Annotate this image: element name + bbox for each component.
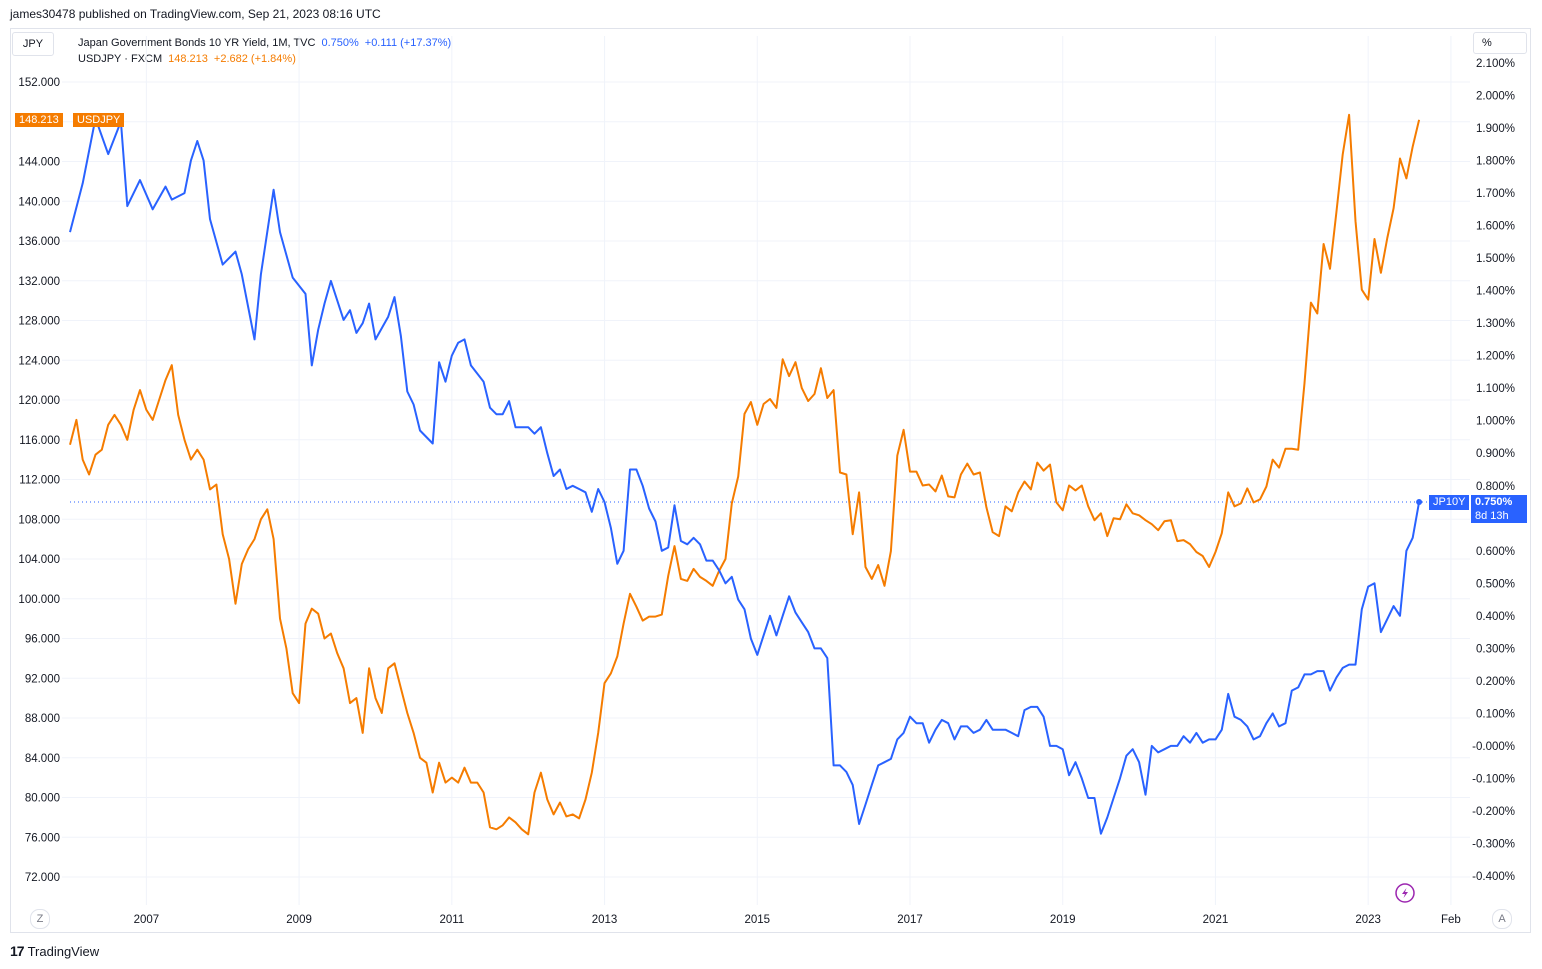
yield-last-point [1416,499,1423,506]
left-axis-tick: 72.000 [25,872,60,884]
right-axis-tick: 2.000% [1476,91,1515,103]
left-axis-tick: 80.000 [25,793,60,805]
right-axis-tick: -0.200% [1472,806,1515,818]
footer-brand: 17 TradingView [10,943,99,959]
legend-yield-value: 0.750% [321,37,359,49]
left-axis-tick: 152.000 [18,77,60,89]
left-axis-tick: 88.000 [25,713,60,725]
jp10y-name-tag: JP10Y [1429,495,1470,510]
left-axis-tick: 96.000 [25,634,60,646]
left-axis-tick: 120.000 [18,395,60,407]
auto-scale-button-right[interactable]: A [1492,909,1512,929]
legend-row-yield[interactable]: Japan Government Bonds 10 YR Yield, 1M, … [78,35,451,51]
time-axis-tick: 2009 [286,914,312,926]
right-axis-tick: 0.300% [1476,643,1515,655]
legend-usdjpy-name: USDJPY · FXCM [78,53,163,65]
usdjpy-name-tag: USDJPY [73,113,125,127]
time-axis-tick: 2013 [592,914,618,926]
yield-line [69,117,1421,835]
jp10y-value: 0.750% [1475,496,1513,508]
chart-frame [10,28,1531,933]
left-axis-tick: 136.000 [18,236,60,248]
right-axis-tick: 1.700% [1476,188,1515,200]
grid-lines [62,36,1470,905]
left-axis-tick: 100.000 [18,594,60,606]
right-axis-tick: -0.100% [1472,773,1515,785]
lightning-icon [1395,883,1415,903]
right-scale-button[interactable]: % [1473,32,1527,54]
time-axis-tick: 2019 [1050,914,1076,926]
right-axis-tick: 1.600% [1476,221,1515,233]
right-axis-tick: 1.400% [1476,286,1515,298]
left-axis-tick: 128.000 [18,316,60,328]
time-axis-tick: 2007 [134,914,160,926]
left-axis-tick: 108.000 [18,514,60,526]
usdjpy-price-tag: 148.213 [15,113,63,127]
time-axis-tick: 2015 [744,914,770,926]
right-axis-tick: 0.800% [1476,481,1515,493]
right-axis-tick: 2.100% [1476,58,1515,70]
time-axis-tick: 2017 [897,914,923,926]
jp10y-countdown: 8d 13h [1475,510,1509,522]
right-axis-tick: 1.500% [1476,253,1515,265]
right-axis-tick: 0.200% [1476,676,1515,688]
legend-yield-change: +0.111 (+17.37%) [364,37,452,49]
right-axis-tick: -0.000% [1472,741,1515,753]
time-axis-tick: Feb [1441,914,1461,926]
left-axis-tick: 144.000 [18,157,60,169]
left-axis-tick: 124.000 [18,355,60,367]
right-axis-tick: 1.000% [1476,416,1515,428]
right-axis-tick: 1.900% [1476,123,1515,135]
chart-legend: Japan Government Bonds 10 YR Yield, 1M, … [78,35,451,67]
left-axis-tick: 104.000 [18,554,60,566]
footer-brand-text: TradingView [27,943,100,959]
usdjpy-price-value: 148.213 [19,114,59,126]
right-axis-tick: 0.400% [1476,611,1515,623]
legend-usdjpy-change: +2.682 (+1.84%) [213,53,296,65]
left-axis-tick: 92.000 [25,673,60,685]
right-axis-tick: 0.100% [1476,708,1515,720]
left-axis-tick: 76.000 [25,832,60,844]
legend-yield-name: Japan Government Bonds 10 YR Yield, 1M, … [78,37,316,49]
time-axis: 2007 2009 2011 2013 2015 2017 2019 2021 2023 Feb [134,914,1461,926]
publisher-line: james30478 published on TradingView.com,… [10,7,381,21]
left-axis-tick: 140.000 [18,196,60,208]
legend-usdjpy-value: 148.213 [168,53,208,65]
right-axis-tick: 0.900% [1476,448,1515,460]
left-axis-tick: 116.000 [19,435,60,447]
time-axis-tick: 2011 [439,914,464,926]
left-axis-tick: 84.000 [25,753,60,765]
time-axis-tick: 2021 [1203,914,1229,926]
right-axis-tick: 1.200% [1476,351,1515,363]
jp10y-value-tag: 0.750% 8d 13h [1471,495,1527,523]
right-axis: 2.100% 2.000% 1.900% 1.800% 1.700% 1.600% 1.50… [1472,58,1515,883]
right-axis-tick: 0.500% [1476,578,1515,590]
left-axis-tick: 112.000 [19,475,60,487]
tradingview-logo-icon: 17 [10,943,25,959]
right-axis-tick: -0.300% [1472,838,1515,850]
right-axis-tick: 1.300% [1476,318,1515,330]
right-axis-tick: -0.400% [1472,871,1515,883]
usdjpy-line [69,113,1421,836]
time-axis-tick: 2023 [1355,914,1381,926]
jp10y-name-label: JP10Y [1433,496,1466,508]
right-axis-tick: 1.100% [1476,383,1515,395]
legend-row-usdjpy[interactable]: USDJPY · FXCM 148.213 +2.682 (+1.84%) [78,51,451,67]
left-scale-button[interactable]: JPY [12,32,54,56]
left-axis: 152.000148.000144.000140.000136.000132.0… [18,77,60,884]
left-axis-tick: 132.000 [18,276,60,288]
right-axis-tick: 0.600% [1476,546,1515,558]
usdjpy-name-label: USDJPY [77,114,121,126]
right-axis-tick: 1.800% [1476,156,1515,168]
auto-scale-button-left[interactable]: Z [30,909,50,929]
